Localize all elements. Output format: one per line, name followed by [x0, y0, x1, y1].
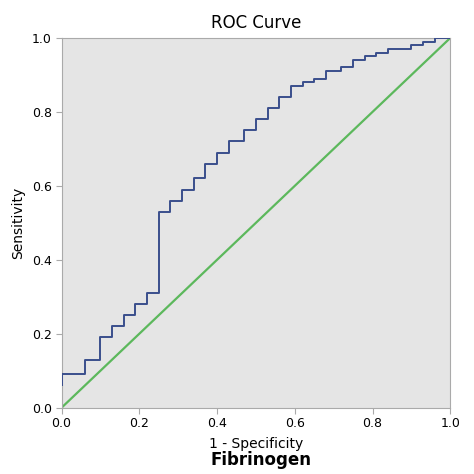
Text: Fibrinogen: Fibrinogen — [210, 451, 311, 469]
Title: ROC Curve: ROC Curve — [211, 14, 301, 32]
X-axis label: 1 - Specificity: 1 - Specificity — [209, 438, 303, 451]
Y-axis label: Sensitivity: Sensitivity — [11, 187, 25, 259]
